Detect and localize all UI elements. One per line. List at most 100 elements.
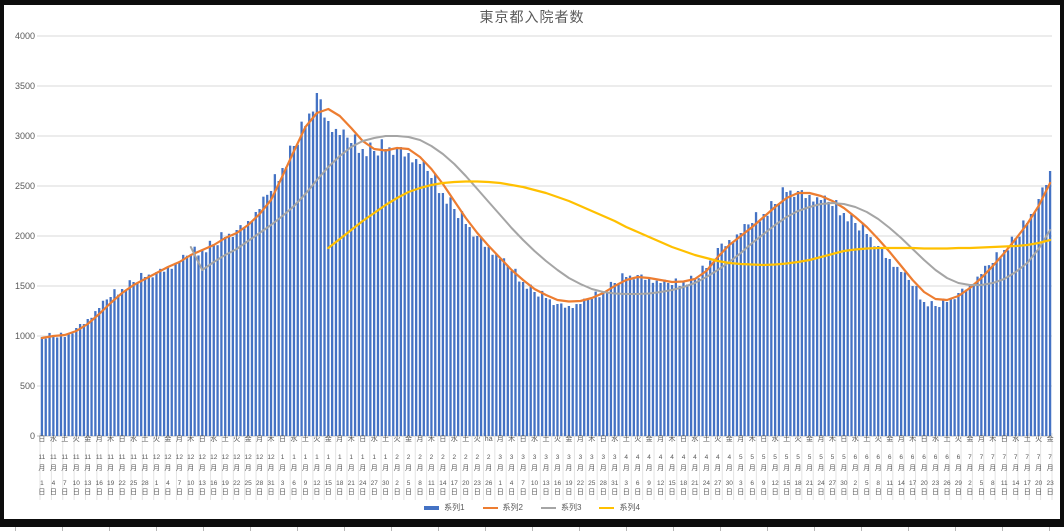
x-axis-label: 月 (898, 435, 905, 443)
x-axis-label: 11 (119, 454, 126, 461)
legend-item-系列3[interactable]: 系列3 (541, 502, 581, 513)
x-axis-label: 水 (1012, 434, 1019, 443)
x-axis-label: 28 (141, 480, 149, 487)
bar (239, 225, 242, 436)
bar (873, 246, 876, 436)
bar (40, 337, 44, 436)
bar (533, 292, 536, 436)
bar (269, 191, 273, 436)
x-axis-label: 日 (313, 488, 320, 496)
x-axis-label: 月 (875, 464, 882, 472)
x-axis-label: 4 (166, 480, 170, 487)
bar (571, 308, 574, 436)
x-axis-label: 月 (61, 464, 68, 472)
bar (1048, 171, 1052, 436)
x-axis-label: 月 (543, 464, 550, 472)
bar (373, 151, 376, 436)
bar (804, 198, 807, 436)
bar (292, 146, 296, 436)
y-axis-label: 1500 (15, 281, 35, 291)
bar (63, 337, 66, 436)
bar (479, 237, 483, 436)
bar (346, 137, 349, 436)
x-axis-label: 1 (155, 480, 159, 487)
x-axis-label: 日 (623, 488, 630, 496)
x-axis-label: 19 (107, 480, 115, 487)
x-axis-label: 日 (153, 488, 160, 496)
x-axis-label: 月 (405, 464, 412, 472)
x-axis-label: 2 (407, 454, 411, 461)
x-axis-label: 12 (267, 454, 275, 461)
bar (598, 297, 601, 436)
x-axis-label: 14 (1012, 480, 1020, 487)
legend-item-系列2[interactable]: 系列2 (482, 502, 523, 513)
bar (273, 174, 277, 436)
bar (796, 191, 800, 436)
x-axis-label: 28 (600, 480, 608, 487)
legend-item-系列1[interactable]: 系列1 (424, 502, 465, 513)
bar (521, 282, 525, 436)
bar (922, 302, 926, 436)
x-axis-label: 4 (705, 454, 709, 461)
bar (827, 201, 830, 436)
x-axis-label: 月 (657, 464, 664, 472)
x-axis-label: 日 (405, 488, 412, 496)
x-axis-label: 月 (863, 464, 870, 472)
x-axis-label: 21 (691, 480, 699, 487)
x-axis-label: 3 (590, 454, 594, 461)
x-axis-label: 土 (302, 434, 309, 443)
x-axis-label: 9 (647, 480, 651, 487)
bar (651, 282, 655, 436)
x-axis-label: 日 (1024, 488, 1031, 496)
x-axis-label: 月 (50, 464, 57, 472)
x-axis-label: 3 (613, 454, 617, 461)
x-axis-label: 7 (1002, 454, 1006, 461)
bar (938, 307, 941, 436)
x-axis-label: 火 (73, 435, 80, 443)
x-axis-label: 水 (932, 434, 939, 443)
x-axis-label: 日 (955, 488, 962, 496)
x-axis-label: ha (485, 436, 493, 443)
bar (556, 304, 559, 436)
x-axis-label: 日 (164, 488, 171, 496)
x-axis-label: 24 (359, 480, 367, 487)
x-axis-label: 月 (336, 435, 343, 443)
x-axis-label: 月 (73, 464, 80, 472)
x-axis-label: 日 (485, 488, 492, 496)
x-axis-label: 火 (394, 435, 401, 443)
x-axis-label: 月 (302, 464, 309, 472)
bar (735, 234, 739, 436)
x-axis-label: 月 (245, 464, 252, 472)
x-axis-label: 月 (737, 464, 744, 472)
x-axis-label: 日 (417, 488, 424, 496)
y-axis-label: 2500 (15, 181, 35, 191)
x-axis-label: 火 (474, 435, 481, 443)
x-axis-label: 火 (634, 435, 641, 443)
x-axis-label: 土 (142, 434, 149, 443)
x-axis-label: 月 (714, 464, 721, 472)
x-axis-label: 月 (439, 464, 446, 472)
x-axis-label: 15 (783, 480, 791, 487)
x-axis-label: 1 (349, 454, 353, 461)
x-axis-label: 月 (1024, 464, 1031, 472)
bar (98, 308, 101, 436)
bar (403, 156, 406, 436)
x-axis-label: 月 (428, 464, 435, 472)
x-axis-label: 2 (475, 454, 479, 461)
x-axis-label: 19 (222, 480, 230, 487)
x-axis-label: 5 (831, 454, 835, 461)
x-axis-label: 31 (267, 480, 275, 487)
x-axis-label: 11 (130, 454, 137, 461)
x-axis-label: 日 (61, 488, 68, 496)
x-axis-label: 3 (556, 454, 560, 461)
bar (296, 144, 299, 437)
bar (1003, 250, 1006, 436)
x-axis-label: 日 (691, 488, 698, 496)
legend-swatch-bar (424, 505, 440, 510)
legend-item-系列4[interactable]: 系列4 (599, 502, 640, 513)
x-axis-label: 日 (187, 488, 194, 496)
bar (942, 298, 945, 436)
x-axis-label: 金 (164, 434, 171, 443)
bar (911, 286, 914, 436)
